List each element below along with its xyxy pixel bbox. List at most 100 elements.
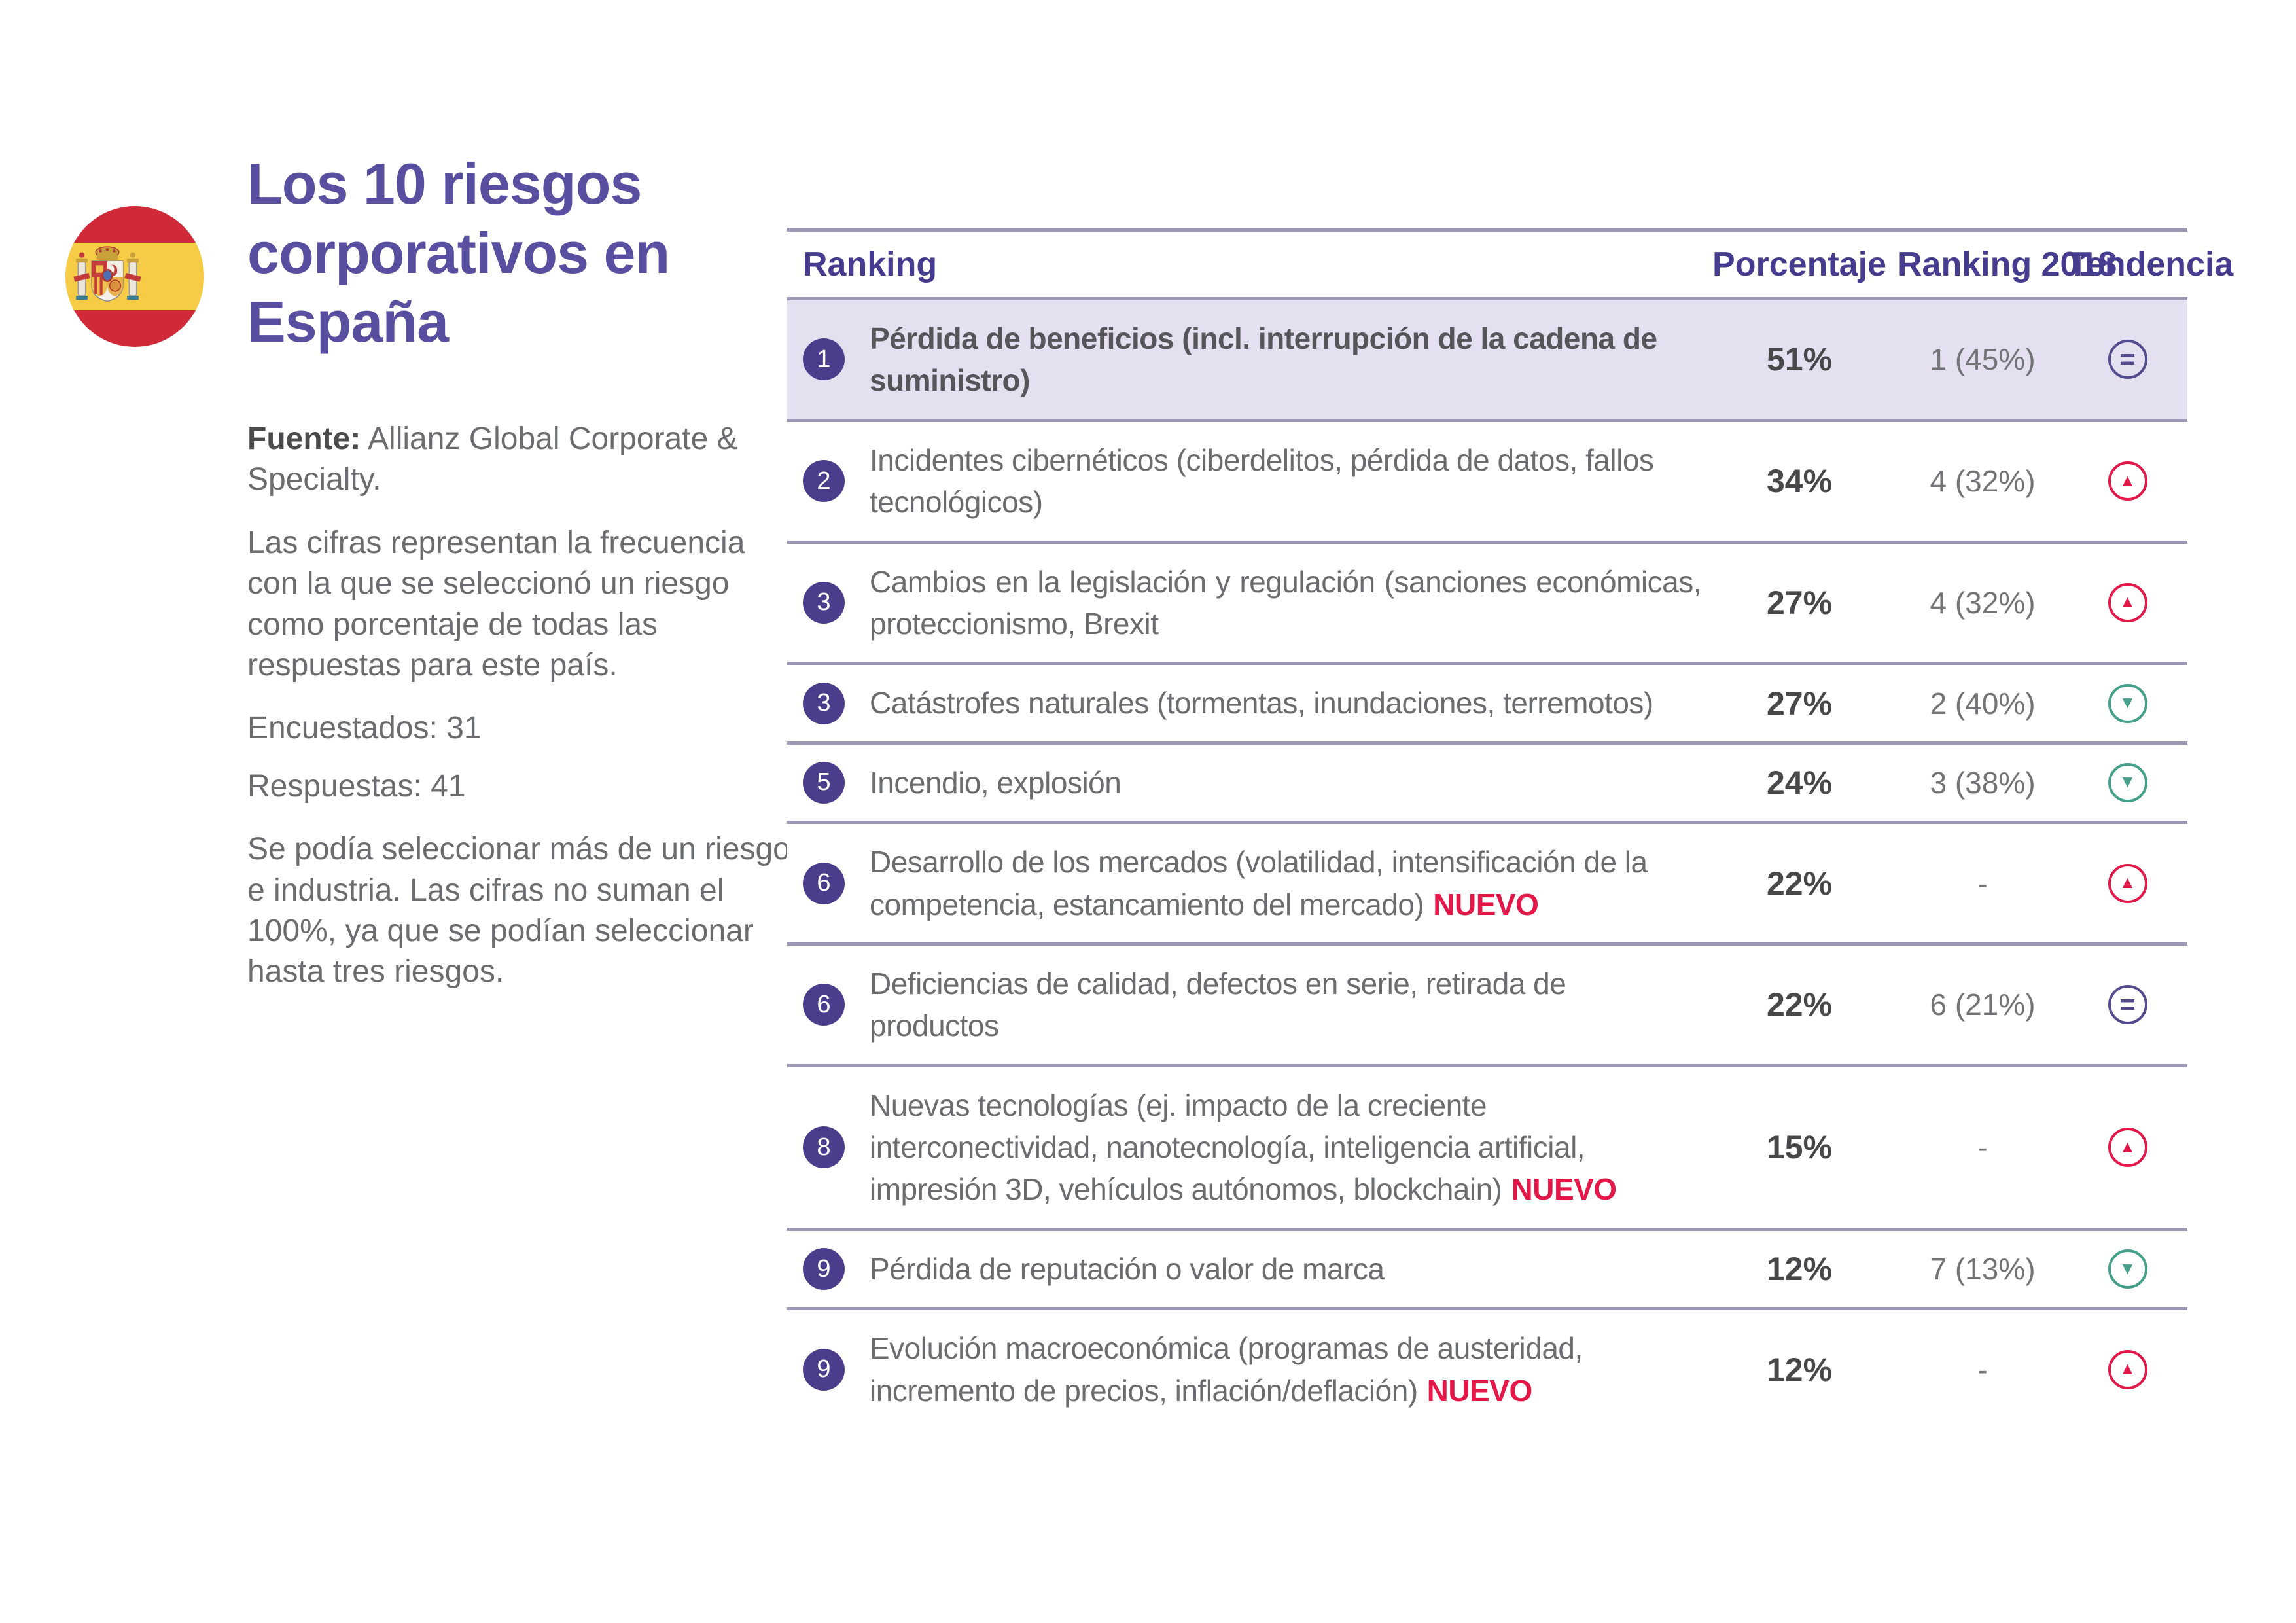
methodology-note: Las cifras representan la frecuencia con… — [247, 525, 745, 683]
ranking-2018-value: 7 (13%) — [1930, 1252, 2036, 1287]
table-row: 3 Cambios en la legislación y regulación… — [787, 543, 2187, 666]
rank-badge: 5 — [803, 761, 845, 804]
percentage-value: 27% — [1766, 685, 1833, 722]
table-row: 8 Nuevas tecnologías (ej. impacto de la … — [787, 1067, 2187, 1231]
trend-up-icon: ▲ — [2108, 863, 2147, 903]
trend-cell: ▲ — [2068, 863, 2187, 903]
rank-badge: 3 — [803, 682, 845, 724]
ranking-2018-value: - — [1977, 1352, 1988, 1387]
trend-down-icon: ▼ — [2108, 762, 2147, 802]
table-row: 6 Desarrollo de los mercados (volatilida… — [787, 824, 2187, 946]
trend-down-icon: ▼ — [2108, 683, 2147, 723]
trend-up-icon: ▲ — [2108, 1128, 2147, 1168]
source-text: Allianz Global Corporate & Specialty. — [247, 421, 738, 497]
ranking-2018-value: 4 (32%) — [1930, 464, 2036, 499]
spain-flag-icon — [65, 206, 204, 347]
risk-label: Incendio, explosión — [870, 765, 1122, 800]
ranking-2018-value: - — [1977, 866, 1988, 901]
table-header-row: Ranking Porcentaje Ranking 2018 Tendenci… — [787, 228, 2233, 300]
risk-ranking-table: Ranking Porcentaje Ranking 2018 Tendenci… — [787, 228, 2233, 1429]
trend-cell: = — [2068, 340, 2187, 380]
risk-cell: 3 Catástrofes naturales (tormentas, inun… — [787, 682, 1701, 724]
page-title: Los 10 riesgos corporativos en España — [247, 151, 670, 355]
trend-equal-icon: = — [2108, 985, 2147, 1025]
table-header-porcentaje: Porcentaje — [1712, 245, 1886, 283]
rank-badge: 6 — [803, 862, 845, 904]
risk-cell: 1 Pérdida de beneficios (incl. interrupc… — [787, 317, 1701, 402]
rank-badge: 9 — [803, 1248, 845, 1291]
risk-label: Pérdida de reputación o valor de marca — [870, 1251, 1385, 1286]
risk-label: Incidentes cibernéticos (ciberdelitos, p… — [870, 442, 1654, 520]
rank-badge: 9 — [803, 1348, 845, 1391]
percentage-value: 15% — [1766, 1129, 1833, 1166]
respondents-count: Encuestados: 31 — [247, 711, 482, 746]
trend-cell: ▼ — [2068, 762, 2187, 802]
table-body: 1 Pérdida de beneficios (incl. interrupc… — [787, 300, 2187, 1429]
source-label: Fuente: — [247, 421, 361, 456]
percentage-value: 24% — [1766, 764, 1833, 801]
risk-label: Catástrofes naturales (tormentas, inunda… — [870, 686, 1653, 721]
rank-badge: 1 — [803, 338, 845, 381]
trend-up-icon: ▲ — [2108, 1349, 2147, 1389]
trend-cell: ▼ — [2068, 1249, 2187, 1289]
source-note: Fuente: Allianz Global Corporate & Speci… — [247, 419, 790, 501]
trend-up-icon: ▲ — [2108, 461, 2147, 501]
trend-cell: ▼ — [2068, 683, 2187, 723]
risk-cell: 8 Nuevas tecnologías (ej. impacto de la … — [787, 1084, 1701, 1211]
risk-cell: 2 Incidentes cibernéticos (ciberdelitos,… — [787, 439, 1701, 524]
trend-cell: = — [2068, 985, 2187, 1025]
nuevo-badge: NUEVO — [1511, 1172, 1617, 1207]
nuevo-badge: NUEVO — [1426, 1373, 1533, 1408]
ranking-2018-value: 2 (40%) — [1930, 686, 2036, 721]
table-row: 5 Incendio, explosión 24% 3 (38%) ▼ — [787, 744, 2187, 825]
table-header-ranking: Ranking — [803, 245, 938, 283]
percentage-value: 22% — [1766, 865, 1833, 902]
rank-badge: 8 — [803, 1126, 845, 1169]
trend-up-icon: ▲ — [2108, 582, 2147, 622]
trend-down-icon: ▼ — [2108, 1249, 2147, 1289]
risk-label: Evolución macroeconómica (programas de a… — [870, 1331, 1583, 1408]
risk-cell: 9 Evolución macroeconómica (programas de… — [787, 1327, 1701, 1412]
rank-badge: 3 — [803, 581, 845, 624]
trend-cell: ▲ — [2068, 461, 2187, 501]
percentage-value: 12% — [1766, 1251, 1833, 1288]
percentage-value: 51% — [1766, 341, 1833, 378]
percentage-value: 22% — [1766, 986, 1833, 1024]
table-row: 9 Pérdida de reputación o valor de marca… — [787, 1230, 2187, 1311]
notes-panel: Fuente: Allianz Global Corporate & Speci… — [247, 419, 790, 1015]
responses-count: Respuestas: 41 — [247, 768, 466, 804]
risk-cell: 3 Cambios en la legislación y regulación… — [787, 561, 1702, 645]
ranking-2018-value: 4 (32%) — [1930, 585, 2036, 620]
table-row: 6 Deficiencias de calidad, defectos en s… — [787, 945, 2187, 1067]
risk-cell: 5 Incendio, explosión — [787, 761, 1701, 804]
risk-cell: 6 Deficiencias de calidad, defectos en s… — [787, 963, 1701, 1047]
spain-coat-of-arms — [73, 246, 141, 302]
trend-cell: ▲ — [2068, 1349, 2187, 1389]
risk-cell: 9 Pérdida de reputación o valor de marca — [787, 1248, 1701, 1291]
percentage-value: 27% — [1766, 584, 1833, 621]
risk-label: Deficiencias de calidad, defectos en ser… — [870, 966, 1566, 1043]
table-row: 2 Incidentes cibernéticos (ciberdelitos,… — [787, 421, 2187, 544]
ranking-2018-value: 1 (45%) — [1930, 342, 2036, 377]
risk-label: Nuevas tecnologías (ej. impacto de la cr… — [870, 1088, 1585, 1207]
table-row: 9 Evolución macroeconómica (programas de… — [787, 1310, 2187, 1429]
table-row: 1 Pérdida de beneficios (incl. interrupc… — [787, 300, 2187, 422]
ranking-2018-value: 3 (38%) — [1930, 765, 2036, 800]
percentage-value: 34% — [1766, 463, 1833, 500]
risk-label: Cambios en la legislación y regulación (… — [870, 564, 1702, 641]
nuevo-badge: NUEVO — [1433, 887, 1539, 921]
ranking-2018-value: 6 (21%) — [1930, 988, 2036, 1022]
table-row: 3 Catástrofes naturales (tormentas, inun… — [787, 665, 2187, 745]
trend-equal-icon: = — [2108, 340, 2147, 380]
selection-note: Se podía seleccionar más de un riesgo e … — [247, 832, 790, 990]
risk-label: Desarrollo de los mercados (volatilidad,… — [870, 845, 1648, 921]
risk-cell: 6 Desarrollo de los mercados (volatilida… — [787, 841, 1701, 925]
percentage-value: 12% — [1766, 1351, 1833, 1388]
risk-label: Pérdida de beneficios (incl. interrupció… — [870, 321, 1657, 398]
table-header-ranking2018: Ranking 2018 — [1898, 245, 2117, 283]
rank-badge: 6 — [803, 984, 845, 1026]
rank-badge: 2 — [803, 460, 845, 503]
trend-cell: ▲ — [2068, 1128, 2187, 1168]
trend-cell: ▲ — [2068, 582, 2187, 622]
